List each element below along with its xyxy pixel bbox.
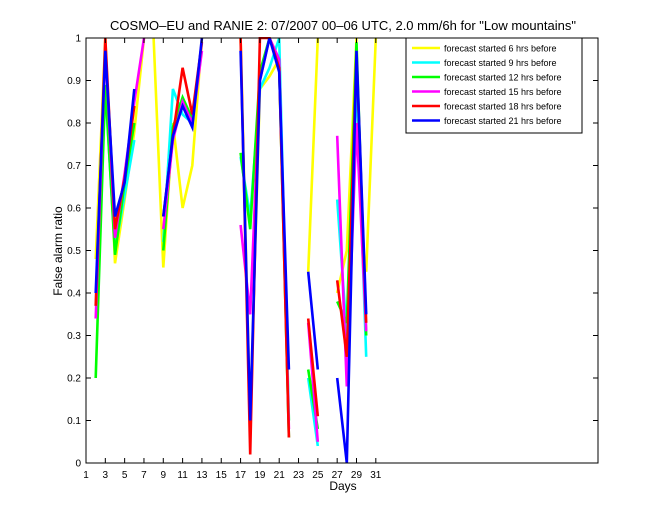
x-tick-label: 15: [216, 470, 228, 481]
axes-layer: 1 3 5 7 9 11 13 15 17 19 21 23 25 27 29 3100.10.20.30.4…: [67, 34, 598, 481]
x-axis-label: Days: [329, 479, 356, 493]
series-6-segment-4: [306, 271, 320, 370]
legend-label-3: forecast started 12 hrs before: [444, 73, 562, 83]
y-tick-label: 0.9: [67, 76, 81, 87]
legend-label-6: forecast started 21 hrs before: [444, 116, 562, 126]
x-tick-label: 21: [274, 470, 286, 481]
series-1-segment-2: [152, 37, 204, 268]
y-tick-label: 0.4: [67, 289, 81, 300]
series-6-segment-2: [162, 37, 204, 217]
legend: forecast started 6 hrs before forecast st…: [405, 37, 583, 134]
legend-label-4: forecast started 15 hrs before: [444, 87, 562, 97]
x-tick-label: 27: [332, 470, 344, 481]
legend-label-5: forecast started 18 hrs before: [444, 102, 562, 112]
x-tick-label: 23: [293, 470, 305, 481]
legend-label-1: forecast started 6 hrs before: [444, 44, 557, 54]
x-tick-label: 1: [83, 470, 89, 481]
legend-label-2: forecast started 9 hrs before: [444, 58, 557, 68]
y-tick-label: 0.2: [67, 374, 81, 385]
x-tick-label: 13: [196, 470, 208, 481]
y-tick-label: 0.1: [67, 416, 81, 427]
series-6-segment-5: [335, 50, 368, 464]
series-1-segment-4: [306, 37, 320, 272]
y-tick-label: 1: [75, 34, 81, 45]
series-1-segment-6: [364, 37, 378, 272]
x-tick-label: 31: [370, 470, 382, 481]
x-tick-label: 9: [161, 470, 167, 481]
y-tick-label: 0.5: [67, 246, 81, 257]
y-tick-label: 0: [75, 459, 81, 470]
chart-title: COSMO–EU and RANIE 2: 07/2007 00–06 UTC,…: [110, 18, 576, 33]
x-tick-label: 5: [122, 470, 128, 481]
series-6-segment-3: [239, 37, 291, 421]
x-tick-label: 11: [177, 470, 188, 481]
legend-box: [405, 37, 583, 134]
y-tick-label: 0.3: [67, 331, 81, 342]
x-tick-label: 17: [235, 470, 247, 481]
x-tick-label: 19: [254, 470, 266, 481]
x-tick-label: 25: [312, 470, 324, 481]
y-tick-label: 0.6: [67, 204, 81, 215]
series-5-segment-4: [306, 318, 320, 417]
x-tick-label: 7: [141, 470, 147, 481]
y-axis-label: False alarm ratio: [51, 206, 65, 296]
series-6-segment-1: [94, 50, 136, 294]
x-tick-label: 29: [351, 470, 363, 481]
y-tick-label: 0.8: [67, 119, 81, 130]
x-tick-label: 3: [103, 470, 109, 481]
series-layer: [94, 37, 378, 464]
y-tick-label: 0.7: [67, 161, 81, 172]
